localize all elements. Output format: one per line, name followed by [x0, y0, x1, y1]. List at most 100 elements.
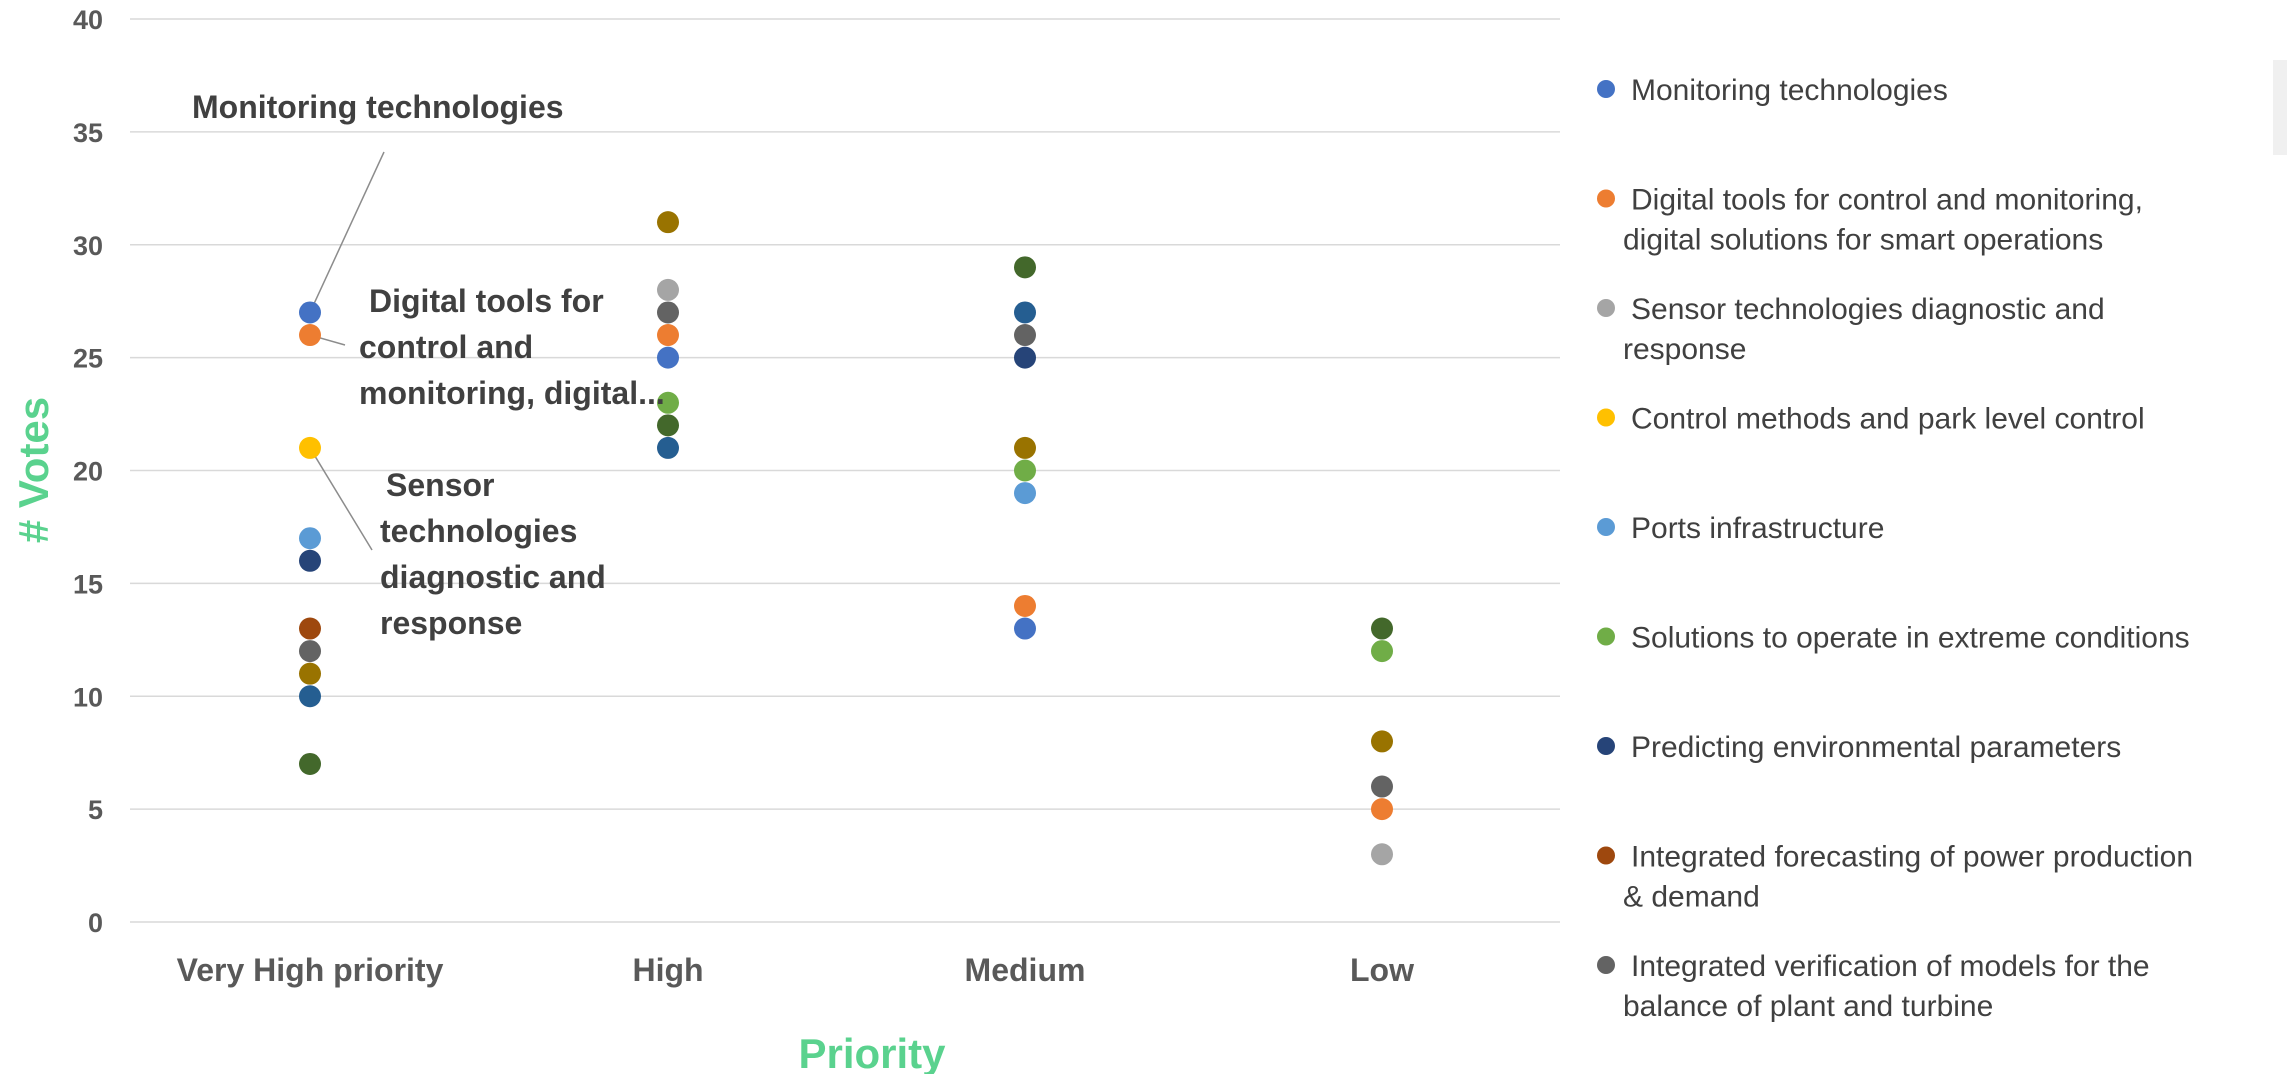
- data-point: [1014, 436, 1036, 459]
- data-point: [657, 346, 679, 369]
- data-point: [299, 549, 321, 572]
- x-axis-categories: Very High priority High Medium Low: [177, 952, 1414, 988]
- data-point: [657, 301, 679, 324]
- data-point: [657, 391, 679, 414]
- annotation-line: Sensor: [386, 467, 494, 503]
- data-point: [1014, 482, 1036, 505]
- y-axis-title: # Votes: [10, 397, 57, 543]
- legend-entry-line: Digital tools for control and monitoring…: [1631, 184, 2143, 217]
- data-point: [299, 685, 321, 708]
- y-tick-label: 15: [73, 569, 103, 599]
- legend-entry: Digital tools for control and monitoring…: [1623, 184, 2143, 257]
- data-points: [299, 211, 1393, 866]
- data-point: [1014, 256, 1036, 279]
- legend-entry-line: Integrated verification of models for th…: [1631, 950, 2150, 983]
- legend-marker: [1597, 299, 1615, 317]
- x-category-label: Medium: [965, 952, 1086, 988]
- legend-entry-line: Integrated forecasting of power producti…: [1631, 841, 2193, 874]
- legend-entry-line: balance of plant and turbine: [1623, 990, 1993, 1023]
- legend-marker: [1597, 956, 1615, 974]
- data-point: [299, 617, 321, 640]
- data-point: [657, 414, 679, 437]
- data-point: [1014, 617, 1036, 640]
- data-point: [1014, 594, 1036, 617]
- y-tick-label: 40: [73, 5, 103, 35]
- legend-entry-line: response: [1623, 333, 1746, 366]
- data-point: [1014, 324, 1036, 347]
- data-point: [299, 324, 321, 347]
- annotation-leader: [309, 447, 373, 551]
- annotation-label: Sensor technologies diagnostic and response: [380, 467, 606, 641]
- y-tick-label: 0: [88, 908, 103, 938]
- data-point: [299, 527, 321, 550]
- annotation-line: Digital tools for: [369, 283, 604, 319]
- legend-entry-line: Control methods and park level control: [1631, 403, 2145, 436]
- data-point: [1371, 617, 1393, 640]
- legend-entry-line: Monitoring technologies: [1631, 74, 1948, 107]
- annotation-line: Monitoring technologies: [192, 89, 564, 125]
- scrollbar[interactable]: [2273, 60, 2287, 155]
- y-tick-label: 10: [73, 682, 103, 712]
- annotation-line: diagnostic and: [380, 559, 606, 595]
- annotation-line: response: [380, 605, 522, 641]
- legend-marker: [1597, 518, 1615, 536]
- legend-marker: [1597, 737, 1615, 755]
- data-point: [1014, 459, 1036, 482]
- legend-marker: [1597, 189, 1615, 208]
- annotations: Monitoring technologies Digital tools for…: [192, 89, 665, 641]
- data-point: [1371, 775, 1393, 798]
- data-point: [299, 640, 321, 663]
- gridlines: [130, 18, 1560, 923]
- legend-entry-line: Sensor technologies diagnostic and: [1631, 293, 2105, 326]
- legend-entry-line: & demand: [1623, 881, 1760, 914]
- legend-entry-line: digital solutions for smart operations: [1623, 224, 2103, 257]
- legend-marker: [1597, 627, 1615, 646]
- x-category-label: Low: [1350, 952, 1414, 988]
- annotation-line: technologies: [380, 513, 577, 549]
- legend-marker: [1597, 80, 1615, 98]
- legend-entry: Sensor technologies diagnostic and respon…: [1623, 293, 2105, 366]
- annotation-line: control and: [359, 329, 533, 365]
- y-tick-label: 30: [73, 231, 103, 261]
- data-point: [657, 436, 679, 459]
- annotation-label: Digital tools for control and monitoring, …: [359, 283, 665, 411]
- data-point: [1371, 640, 1393, 663]
- y-axis-ticks: 0 5 10 15 20 25 30 35 40: [73, 5, 103, 938]
- annotation-line: monitoring, digital...: [359, 375, 665, 411]
- data-point: [1014, 301, 1036, 324]
- legend-entry-line: Predicting environmental parameters: [1631, 731, 2121, 764]
- y-tick-label: 25: [73, 344, 103, 374]
- legend-entry: Control methods and park level control: [1631, 403, 2145, 436]
- legend-entry: Predicting environmental parameters: [1631, 731, 2121, 764]
- data-point: [299, 436, 321, 459]
- data-point: [657, 324, 679, 347]
- legend-entry: Integrated forecasting of power producti…: [1623, 841, 2193, 914]
- legend-entry-line: Ports infrastructure: [1631, 512, 1884, 545]
- y-tick-label: 20: [73, 457, 103, 487]
- data-point: [1014, 346, 1036, 369]
- x-category-label: High: [632, 952, 703, 988]
- data-point: [1371, 730, 1393, 753]
- legend-entry: Ports infrastructure: [1631, 512, 1884, 545]
- legend-entry: Solutions to operate in extreme conditio…: [1631, 622, 2190, 655]
- x-category-label: Very High priority: [177, 952, 444, 988]
- legend-entry: Integrated verification of models for th…: [1623, 950, 2150, 1023]
- y-tick-label: 35: [73, 118, 103, 148]
- legend-marker: [1597, 846, 1615, 865]
- x-axis-title: Priority: [798, 1030, 946, 1074]
- data-point: [299, 662, 321, 685]
- data-point: [299, 301, 321, 324]
- y-tick-label: 5: [88, 795, 103, 825]
- annotation-label: Monitoring technologies: [192, 89, 564, 125]
- data-point: [299, 752, 321, 775]
- annotation-leader: [309, 151, 385, 313]
- legend: Monitoring technologies Digital tools for…: [1597, 74, 2193, 1023]
- data-point: [657, 211, 679, 234]
- data-point: [657, 278, 679, 301]
- legend-entry: Monitoring technologies: [1631, 74, 1948, 107]
- legend-marker: [1597, 408, 1615, 427]
- data-point: [1371, 843, 1393, 866]
- data-point: [1371, 798, 1393, 821]
- legend-entry-line: Solutions to operate in extreme conditio…: [1631, 622, 2190, 655]
